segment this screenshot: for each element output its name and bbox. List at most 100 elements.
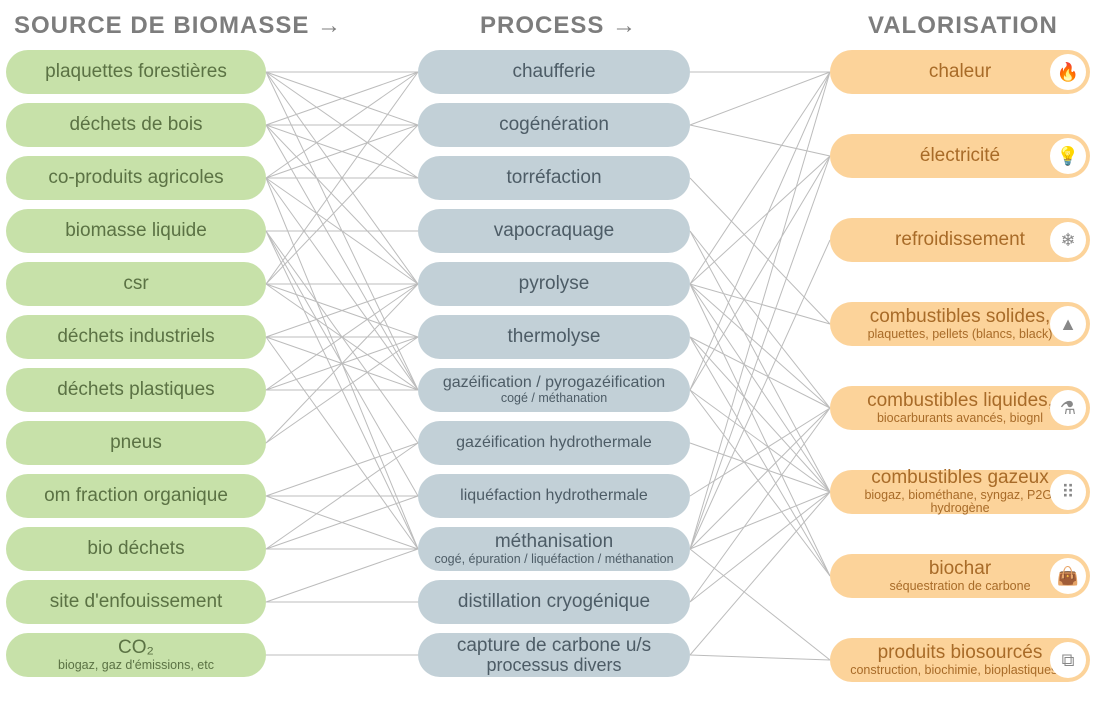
edge xyxy=(266,72,418,390)
node-label: om fraction organique xyxy=(44,486,228,506)
icon-snow: ❄ xyxy=(1050,222,1086,258)
node-sublabel: cogé, épuration / liquéfaction / méthana… xyxy=(434,553,673,566)
edge xyxy=(690,492,830,549)
node-label: refroidissement xyxy=(895,230,1025,250)
node-label: combustibles gazeux xyxy=(871,468,1048,488)
icon-flask: ⚗ xyxy=(1050,390,1086,426)
node-label: gazéification hydrothermale xyxy=(456,435,652,452)
node-label: déchets plastiques xyxy=(57,380,214,400)
edge xyxy=(690,337,830,576)
node-p8: liquéfaction hydrothermale xyxy=(418,474,690,518)
node-label: thermolyse xyxy=(508,327,601,347)
edge xyxy=(690,337,830,492)
edge xyxy=(266,125,418,284)
node-label-2: processus divers xyxy=(486,656,621,675)
node-sublabel: séquestration de carbone xyxy=(889,580,1030,593)
edge xyxy=(266,125,418,178)
edge xyxy=(266,337,418,390)
edge xyxy=(266,337,418,549)
edge xyxy=(690,231,830,492)
edge xyxy=(266,284,418,443)
edge xyxy=(266,72,418,178)
edge xyxy=(690,284,830,492)
node-p5: thermolyse xyxy=(418,315,690,359)
edge xyxy=(690,337,830,408)
icon-blocks: ⧉ xyxy=(1050,642,1086,678)
edge xyxy=(266,496,418,549)
node-s2: co-produits agricoles xyxy=(6,156,266,200)
edge xyxy=(266,231,418,443)
edge xyxy=(690,390,830,576)
node-label: cogénération xyxy=(499,115,609,135)
node-s5: déchets industriels xyxy=(6,315,266,359)
edge xyxy=(266,72,418,125)
node-sublabel: biogaz, gaz d'émissions, etc xyxy=(58,659,214,672)
node-label: biomasse liquide xyxy=(65,221,207,241)
icon-pile: ▲ xyxy=(1050,306,1086,342)
edge xyxy=(690,284,830,576)
edge xyxy=(266,178,418,284)
node-sublabel: construction, biochimie, bioplastiques… xyxy=(850,664,1070,677)
edge xyxy=(690,156,830,284)
edge xyxy=(266,125,418,178)
node-label: capture de carbone u/s xyxy=(457,636,651,656)
icon-dots: ⠿ xyxy=(1050,474,1086,510)
node-label: liquéfaction hydrothermale xyxy=(460,488,648,505)
edge xyxy=(690,492,830,655)
node-p6: gazéification / pyrogazéificationcogé / … xyxy=(418,368,690,412)
node-p1: cogénération xyxy=(418,103,690,147)
node-p10: distillation cryogénique xyxy=(418,580,690,624)
node-p0: chaufferie xyxy=(418,50,690,94)
edge xyxy=(266,337,418,443)
edge xyxy=(266,284,418,337)
node-sublabel: plaquettes, pellets (blancs, black) xyxy=(868,328,1053,341)
node-label: combustibles solides, xyxy=(870,307,1051,327)
node-p7: gazéification hydrothermale xyxy=(418,421,690,465)
edge xyxy=(690,72,830,125)
node-p2: torréfaction xyxy=(418,156,690,200)
edge xyxy=(266,72,418,125)
edge xyxy=(266,125,418,390)
edge xyxy=(266,178,418,549)
edge xyxy=(266,284,418,337)
node-sublabel: biogaz, biométhane, syngaz, P2G, hydrogè… xyxy=(838,489,1082,515)
edge xyxy=(690,408,830,496)
column-header-sources: SOURCE DE BIOMASSE → xyxy=(14,12,342,40)
node-label: méthanisation xyxy=(495,532,613,552)
node-label: distillation cryogénique xyxy=(458,592,650,612)
node-label: vapocraquage xyxy=(494,221,614,241)
edge xyxy=(690,492,830,602)
edge xyxy=(266,337,418,390)
edge xyxy=(266,284,418,390)
edge xyxy=(266,72,418,284)
node-label: csr xyxy=(123,274,148,294)
edge xyxy=(690,231,830,408)
node-s6: déchets plastiques xyxy=(6,368,266,412)
edge xyxy=(690,156,830,390)
node-label: gazéification / pyrogazéification xyxy=(443,375,665,392)
node-label: combustibles liquides, xyxy=(867,391,1053,411)
node-label: plaquettes forestières xyxy=(45,62,227,82)
edge xyxy=(690,125,830,156)
icon-bulb: 💡 xyxy=(1050,138,1086,174)
node-label: torréfaction xyxy=(506,168,601,188)
node-label: site d'enfouissement xyxy=(50,592,223,612)
node-s9: bio déchets xyxy=(6,527,266,571)
node-sublabel: cogé / méthanation xyxy=(501,392,607,405)
node-p9: méthanisationcogé, épuration / liquéfact… xyxy=(418,527,690,571)
node-label: pneus xyxy=(110,433,162,453)
edge xyxy=(266,231,418,496)
node-sublabel: biocarburants avancés, biognl xyxy=(877,412,1043,425)
node-label: déchets de bois xyxy=(69,115,202,135)
node-s7: pneus xyxy=(6,421,266,465)
edge xyxy=(266,496,418,549)
node-s0: plaquettes forestières xyxy=(6,50,266,94)
edge xyxy=(690,178,830,324)
edge xyxy=(690,284,830,408)
node-s1: déchets de bois xyxy=(6,103,266,147)
node-label: bio déchets xyxy=(87,539,184,559)
node-s3: biomasse liquide xyxy=(6,209,266,253)
node-p11: capture de carbone u/sprocessus divers xyxy=(418,633,690,677)
node-label: CO₂ xyxy=(118,638,154,658)
edge xyxy=(266,443,418,549)
